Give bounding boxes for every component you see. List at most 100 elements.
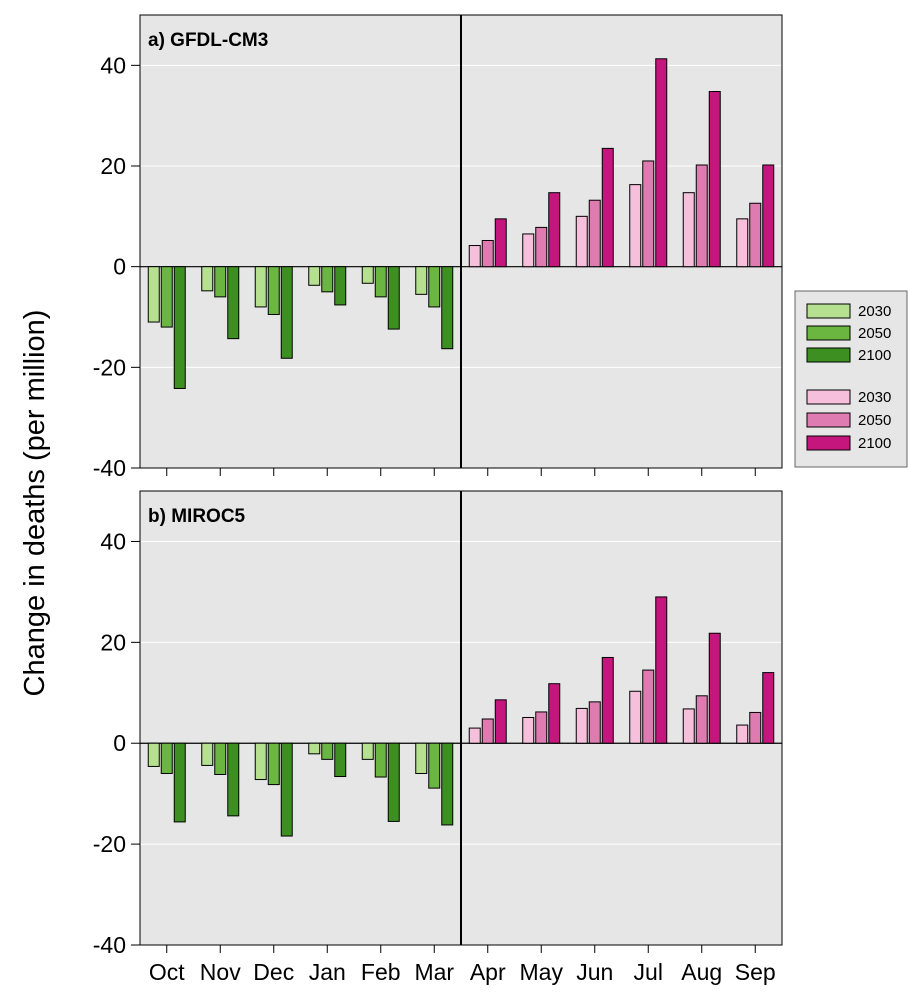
- bar-dec-2100: [280, 266, 293, 359]
- bar-jun-2030: [575, 215, 588, 268]
- x-tick-label: Apr: [470, 959, 506, 985]
- y-tick-label: 40: [100, 52, 126, 78]
- bar-mar-2100: [441, 742, 454, 826]
- panel-title: b) MIROC5: [148, 506, 246, 527]
- y-tick-label: -40: [93, 455, 126, 481]
- legend-swatch: [806, 325, 851, 341]
- bar-aug-2030: [682, 192, 695, 268]
- bar-jan-2050: [321, 742, 334, 760]
- bar-may-2030: [522, 716, 535, 744]
- bar-oct-2050: [160, 266, 173, 328]
- x-tick-label: Jun: [576, 959, 613, 985]
- bar-dec-2050: [267, 266, 280, 315]
- bar-jun-2050: [588, 199, 601, 268]
- bar-mar-2030: [415, 742, 428, 774]
- bar-dec-2030: [254, 742, 267, 781]
- bar-jan-2030: [308, 266, 321, 286]
- y-tick-label: 0: [113, 730, 126, 756]
- bar-dec-2100: [280, 742, 293, 837]
- legend-label: 2050: [858, 325, 891, 342]
- bar-oct-2030: [147, 742, 160, 767]
- bar-aug-2100: [708, 91, 721, 268]
- bar-jan-2050: [321, 266, 334, 293]
- bar-jan-2100: [334, 742, 347, 778]
- bar-apr-2050: [481, 718, 494, 744]
- panel-title: a) GFDL-CM3: [148, 30, 268, 51]
- y-tick-label: -20: [93, 831, 126, 857]
- x-tick-label: May: [520, 959, 564, 985]
- plot-frame: [139, 490, 783, 946]
- bar-oct-2100: [173, 742, 186, 823]
- bar-feb-2100: [387, 266, 400, 330]
- bar-mar-2050: [428, 742, 441, 789]
- bar-sep-2030: [736, 218, 749, 268]
- y-tick-label: 20: [100, 153, 126, 179]
- y-tick-label: 0: [113, 254, 126, 280]
- y-tick-label: -40: [93, 932, 126, 958]
- y-axis-label: Change in deaths (per million): [19, 310, 51, 697]
- bar-sep-2030: [736, 724, 749, 744]
- bar-mar-2100: [441, 266, 454, 350]
- bar-nov-2100: [227, 266, 240, 340]
- plot-frame: [139, 14, 783, 469]
- bar-dec-2050: [267, 742, 280, 786]
- x-tick-label: Jan: [309, 959, 346, 985]
- x-tick-label: Dec: [253, 959, 294, 985]
- bar-mar-2030: [415, 266, 428, 295]
- bar-sep-2100: [762, 672, 775, 744]
- bar-jul-2050: [642, 669, 655, 744]
- bar-jul-2030: [629, 690, 642, 744]
- legend-swatch: [806, 412, 851, 428]
- bar-aug-2050: [695, 164, 708, 268]
- bar-feb-2030: [361, 742, 374, 760]
- bar-feb-2050: [374, 742, 387, 778]
- bar-jan-2030: [308, 742, 321, 755]
- legend: 2030 2050 2100 2030 2050 2100: [794, 290, 908, 468]
- legend-label: 2030: [858, 389, 891, 406]
- bar-feb-2030: [361, 266, 374, 284]
- x-tick-label: Jul: [634, 959, 663, 985]
- bar-may-2100: [548, 192, 561, 268]
- legend-label: 2100: [858, 435, 891, 452]
- y-tick-label: 40: [100, 528, 126, 554]
- bar-aug-2100: [708, 632, 721, 744]
- bar-nov-2050: [214, 266, 227, 298]
- bar-apr-2050: [481, 239, 494, 268]
- bar-jul-2100: [655, 596, 668, 744]
- bar-nov-2030: [201, 266, 214, 292]
- bar-jun-2050: [588, 701, 601, 744]
- panels: -40 -20 0 20 40 a) GFDL-CM3 -40 -20 0 20 40 b) MIRO…: [93, 14, 783, 985]
- bar-feb-2050: [374, 266, 387, 298]
- bar-jul-2030: [629, 184, 642, 268]
- x-tick-label: Mar: [414, 959, 454, 985]
- legend-swatch: [806, 435, 851, 451]
- x-tick-labels: Oct Nov Dec Jan Feb Mar Apr May Jun Jul Aug Sep: [149, 959, 776, 985]
- legend-swatch: [806, 347, 851, 363]
- bar-aug-2050: [695, 695, 708, 744]
- legend-label: 2050: [858, 412, 891, 429]
- bar-nov-2030: [201, 742, 214, 766]
- bar-jan-2100: [334, 266, 347, 306]
- bar-jun-2100: [601, 147, 614, 268]
- panel-b: -40 -20 0 20 40 b) MIROC5: [93, 490, 783, 958]
- bar-may-2050: [535, 711, 548, 744]
- panel-a: -40 -20 0 20 40 a) GFDL-CM3: [93, 14, 783, 481]
- y-tick-label: -20: [93, 354, 126, 380]
- bar-may-2050: [535, 226, 548, 268]
- bar-jul-2100: [655, 58, 668, 268]
- bar-oct-2100: [173, 266, 186, 389]
- bar-sep-2050: [749, 711, 762, 744]
- bar-apr-2100: [494, 218, 507, 268]
- bar-sep-2100: [762, 164, 775, 268]
- bar-aug-2030: [682, 708, 695, 744]
- bar-nov-2100: [227, 742, 240, 817]
- legend-label: 2030: [858, 303, 891, 320]
- x-tick-label: Oct: [149, 959, 185, 985]
- bar-apr-2100: [494, 699, 507, 744]
- bar-dec-2030: [254, 266, 267, 308]
- x-tick-label: Feb: [361, 959, 401, 985]
- bar-oct-2050: [160, 742, 173, 774]
- x-tick-label: Sep: [735, 959, 776, 985]
- x-tick-label: Nov: [200, 959, 241, 985]
